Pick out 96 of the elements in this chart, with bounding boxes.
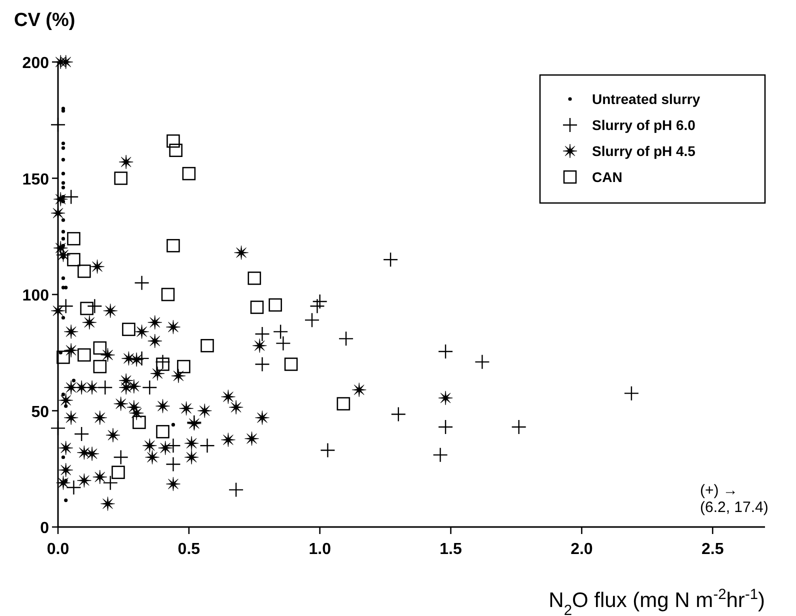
point	[98, 380, 113, 396]
point	[155, 354, 170, 370]
point	[177, 360, 190, 374]
y-tick-label: 50	[31, 404, 50, 421]
point	[438, 344, 454, 360]
point	[66, 480, 82, 496]
y-axis-title: CV (%)	[14, 10, 76, 31]
point	[61, 230, 66, 234]
point	[61, 181, 66, 185]
legend-label: CAN	[592, 169, 622, 185]
point	[61, 172, 66, 176]
point	[156, 425, 170, 438]
point	[61, 218, 66, 222]
point	[72, 378, 76, 382]
point	[624, 386, 640, 401]
point	[320, 442, 336, 458]
point	[80, 302, 94, 316]
legend-label: Slurry of pH 6.0	[592, 117, 696, 133]
point	[169, 144, 182, 157]
point	[50, 117, 66, 132]
point	[122, 322, 136, 336]
point	[254, 356, 270, 372]
point	[56, 350, 70, 364]
point	[228, 482, 244, 498]
point	[64, 498, 68, 502]
x-axis-title: N$_{2}$O flux (mg N m$^{-2}$hr$^{-1}$)	[548, 587, 765, 616]
point	[134, 275, 150, 290]
point	[268, 298, 282, 312]
point	[336, 397, 350, 410]
point	[63, 189, 79, 204]
point	[61, 146, 66, 150]
point	[200, 438, 215, 454]
x-tick-label: 0.0	[46, 541, 70, 558]
point	[182, 166, 196, 180]
x-tick-label: 1.5	[440, 541, 462, 558]
point	[156, 358, 170, 371]
point	[166, 438, 181, 454]
point	[87, 298, 102, 314]
point	[67, 232, 80, 246]
point	[50, 420, 66, 436]
point	[254, 326, 270, 342]
point	[112, 466, 125, 480]
x-tick-label: 2.5	[702, 541, 724, 558]
point	[61, 392, 66, 396]
point	[61, 316, 66, 320]
annotation: (+) → (6.2, 17.4)	[700, 482, 768, 516]
point	[166, 456, 181, 472]
point	[511, 419, 526, 435]
point	[132, 416, 146, 430]
point	[312, 294, 328, 310]
y-tick-label: 150	[22, 171, 50, 188]
point	[142, 380, 158, 396]
point	[78, 264, 91, 278]
legend-label: Slurry of pH 4.5	[592, 143, 696, 159]
point	[304, 312, 320, 328]
point	[93, 360, 107, 374]
point	[250, 300, 264, 314]
point	[171, 422, 176, 426]
point	[61, 236, 66, 240]
point	[102, 475, 118, 490]
point	[276, 336, 291, 351]
point	[61, 276, 66, 280]
point	[272, 324, 288, 340]
point	[166, 239, 180, 252]
point	[93, 341, 107, 355]
point	[432, 447, 448, 463]
point	[284, 358, 298, 371]
point	[61, 186, 66, 190]
point	[310, 298, 325, 314]
point	[64, 286, 68, 290]
point	[74, 426, 90, 442]
y-tick-label: 100	[22, 288, 50, 304]
point	[338, 331, 354, 346]
point	[58, 298, 74, 314]
point	[114, 172, 128, 185]
point	[61, 109, 66, 113]
point	[200, 339, 214, 352]
point	[78, 348, 91, 362]
x-tick-label: 1.0	[308, 541, 332, 558]
point	[61, 158, 66, 162]
y-tick-label: 200	[22, 55, 50, 72]
point	[166, 134, 180, 148]
legend-label: Untreated slurry	[592, 91, 700, 107]
point	[113, 450, 128, 465]
point	[438, 419, 454, 435]
point	[382, 252, 398, 268]
point	[161, 288, 175, 302]
point	[61, 142, 66, 146]
y-tick-label: 0	[40, 520, 50, 537]
point	[67, 252, 80, 266]
point	[61, 455, 66, 460]
point	[248, 272, 262, 285]
x-tick-label: 2.0	[570, 541, 593, 558]
point	[474, 354, 490, 370]
x-tick-label: 0.5	[178, 541, 200, 558]
point	[390, 406, 406, 422]
